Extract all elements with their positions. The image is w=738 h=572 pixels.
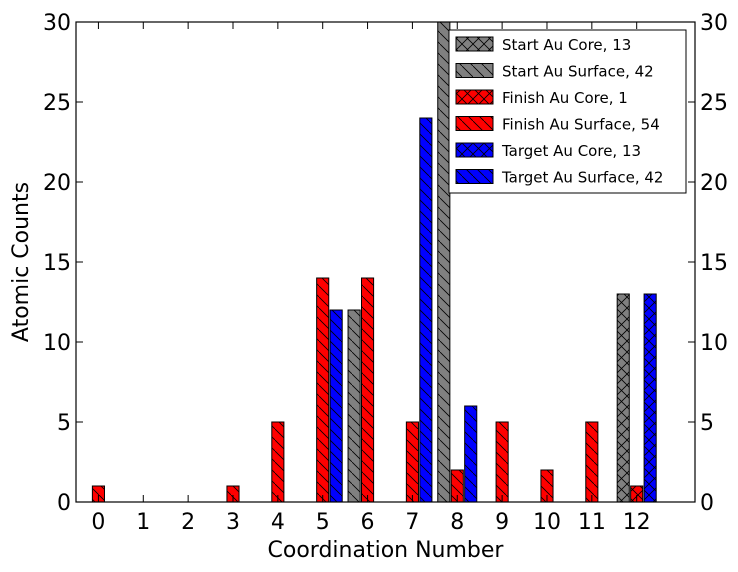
x-tick-label: 10 <box>533 510 561 535</box>
bar-hatch <box>585 421 599 503</box>
legend: Start Au Core, 13 Start Au Surface, 42 Fin… <box>448 29 687 194</box>
legend-item: Finish Au Surface, 54 <box>455 116 660 134</box>
bar-hatch <box>361 277 375 503</box>
legend-box <box>448 29 687 194</box>
bar-hatch <box>419 117 433 503</box>
bar-hatch <box>616 293 630 503</box>
bar <box>405 421 419 503</box>
x-tick-label: 12 <box>623 510 651 535</box>
x-tick-label: 0 <box>91 510 105 535</box>
y-axis-label: Atomic Counts <box>9 182 34 342</box>
bar-hatch <box>347 309 361 503</box>
legend-item: Start Au Surface, 42 <box>455 63 654 81</box>
legend-label: Target Au Core, 13 <box>501 142 641 160</box>
legend-label: Target Au Surface, 42 <box>501 169 663 187</box>
x-tick-label: 8 <box>450 510 464 535</box>
bar <box>616 293 630 503</box>
legend-label: Start Au Core, 13 <box>502 36 631 54</box>
legend-item: Target Au Core, 13 <box>455 142 641 160</box>
y-tick-label-left: 10 <box>43 331 71 356</box>
legend-label: Finish Au Core, 1 <box>502 89 628 107</box>
bar <box>329 309 343 503</box>
y-tick-label-left: 0 <box>57 491 71 516</box>
bar <box>495 421 509 503</box>
bar-hatch <box>405 421 419 503</box>
legend-label: Finish Au Surface, 54 <box>502 116 660 134</box>
legend-item: Target Au Surface, 42 <box>455 169 663 187</box>
x-tick-label: 5 <box>316 510 330 535</box>
y-tick-label-left: 15 <box>43 251 71 276</box>
legend-swatch-hatch <box>455 116 494 131</box>
x-tick-label: 11 <box>578 510 606 535</box>
y-tick-label-left: 25 <box>43 91 71 116</box>
bar-hatch <box>316 277 330 503</box>
bar <box>540 469 554 503</box>
legend-label: Start Au Surface, 42 <box>502 63 654 81</box>
x-tick-label: 2 <box>181 510 195 535</box>
bar <box>271 421 285 503</box>
bar <box>437 21 451 503</box>
legend-item: Start Au Core, 13 <box>455 36 631 54</box>
y-tick-label-right: 30 <box>700 11 728 36</box>
bar <box>316 277 330 503</box>
y-tick-label-right: 10 <box>700 331 728 356</box>
x-tick-label: 9 <box>495 510 509 535</box>
x-tick-label: 7 <box>405 510 419 535</box>
legend-swatch-hatch <box>455 36 494 52</box>
bar <box>361 277 375 503</box>
y-tick-label-right: 15 <box>700 251 728 276</box>
legend-swatch-hatch <box>455 142 494 158</box>
bar <box>226 485 240 503</box>
legend-swatch-hatch <box>455 63 494 78</box>
legend-item: Finish Au Core, 1 <box>455 89 628 107</box>
bar-hatch <box>329 309 343 503</box>
bar-hatch <box>495 421 509 503</box>
bar <box>347 309 361 503</box>
y-tick-label-right: 5 <box>700 411 714 436</box>
bar <box>643 293 657 503</box>
y-tick-label-right: 20 <box>700 171 728 196</box>
bar <box>585 421 599 503</box>
x-tick-label: 1 <box>136 510 150 535</box>
bar-hatch <box>464 405 478 503</box>
x-tick-label: 3 <box>226 510 240 535</box>
y-tick-label-right: 25 <box>700 91 728 116</box>
legend-swatch-hatch <box>455 169 494 184</box>
bar-hatch <box>271 421 285 503</box>
x-axis-label: Coordination Number <box>268 538 505 563</box>
legend-swatch-hatch <box>455 89 494 105</box>
bar <box>450 469 464 503</box>
y-tick-label-right: 0 <box>700 491 714 516</box>
x-tick-label: 6 <box>361 510 375 535</box>
y-tick-label-left: 30 <box>43 11 71 36</box>
x-tick-label: 4 <box>271 510 285 535</box>
bar-hatch <box>437 21 451 503</box>
bar-hatch <box>643 293 657 503</box>
bar <box>419 117 433 503</box>
bar <box>630 485 644 503</box>
y-tick-label-left: 20 <box>43 171 71 196</box>
y-tick-label-left: 5 <box>57 411 71 436</box>
bar <box>464 405 478 503</box>
